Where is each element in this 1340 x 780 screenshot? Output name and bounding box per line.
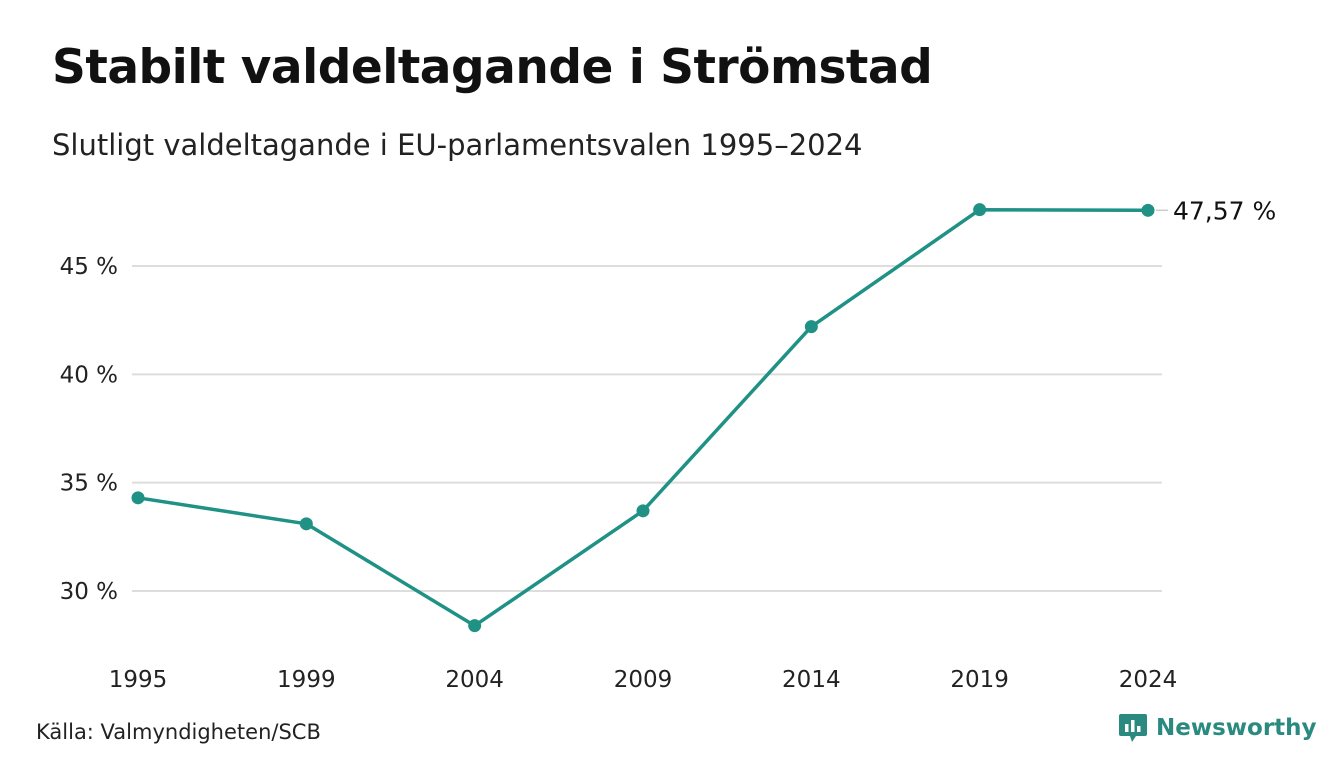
x-tick-label: 2014 [782,667,841,693]
data-point [973,203,987,217]
x-tick-label: 2019 [950,667,1009,693]
x-axis-tick-labels: 1995 1999 2004 2009 2014 2019 2024 [109,667,1178,693]
data-point [1141,203,1155,217]
x-tick-label: 1995 [109,667,168,693]
x-tick-label: 1999 [277,667,336,693]
data-point [804,320,818,334]
data-point [131,491,145,505]
brand-logo: Newsworthy [1118,712,1317,744]
x-tick-label: 2004 [445,667,504,693]
data-point [299,517,313,531]
brand-name: Newsworthy [1156,715,1317,741]
source-note: Källa: Valmyndigheten/SCB [36,720,321,744]
y-tick-label: 30 % [60,579,118,605]
chart-subtitle: Slutligt valdeltagande i EU-parlamentsva… [52,128,863,162]
data-points [131,203,1155,633]
data-point [468,619,482,633]
chart-title: Stabilt valdeltagande i Strömstad [52,40,933,95]
newsworthy-icon [1119,714,1147,742]
series-line [137,207,1149,628]
grid-lines [132,265,1162,592]
y-tick-label: 40 % [60,362,118,388]
x-tick-label: 2024 [1119,667,1178,693]
y-axis-tick-labels: 30 % 35 % 40 % 45 % [60,254,118,605]
y-tick-label: 35 % [60,471,118,497]
data-point [636,504,650,518]
x-tick-label: 2009 [614,667,673,693]
end-value-label: 47,57 % [1173,196,1276,225]
y-tick-label: 45 % [60,254,118,280]
